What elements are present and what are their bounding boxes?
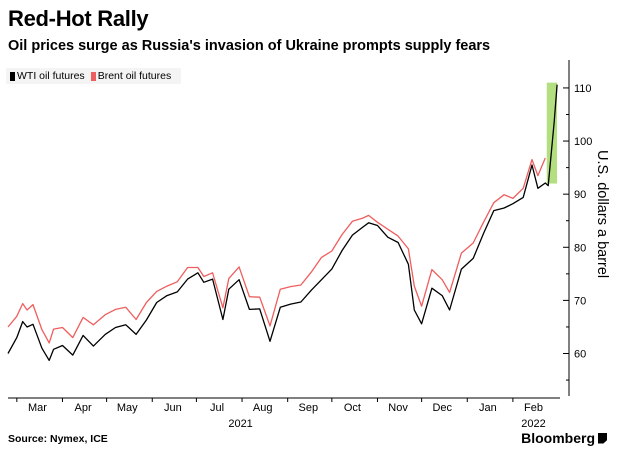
x-tick-label: Nov [388, 402, 408, 414]
legend-swatch-brent [90, 71, 96, 81]
chart-title: Red-Hot Rally [8, 6, 149, 31]
y-tick-label: 110 [574, 83, 592, 95]
y-tick-label: 100 [574, 136, 592, 148]
x-tick-label: Jul [210, 402, 224, 414]
legend-swatch-wti [10, 71, 15, 81]
highlight-box [546, 82, 558, 184]
x-year-label: 2021 [228, 418, 252, 430]
x-tick-label: Dec [432, 402, 452, 414]
y-tick-label: 90 [574, 189, 586, 201]
bloomberg-mark-icon [598, 432, 607, 444]
x-tick-label: Mar [28, 402, 47, 414]
y-tick-label: 80 [574, 242, 586, 254]
legend-label-brent: Brent oil futures [97, 70, 172, 82]
legend-label-wti: WTI oil futures [17, 70, 85, 82]
legend-item-wti: WTI oil futures [10, 70, 85, 82]
chart-subtitle: Oil prices surge as Russia's invasion of… [8, 38, 491, 54]
chart-legend: WTI oil futures Brent oil futures [6, 68, 182, 84]
x-tick-label: Sep [298, 402, 318, 414]
series-line-wti [7, 84, 558, 362]
brand-logo: Bloomberg [521, 430, 607, 446]
legend-item-brent: Brent oil futures [90, 70, 172, 82]
x-tick-label: Jun [164, 402, 182, 414]
y-tick-label: 70 [574, 295, 586, 307]
x-year-label: 2022 [521, 418, 545, 430]
x-tick-label: Aug [253, 402, 273, 414]
series-line-brent [7, 157, 546, 344]
x-tick-label: Feb [524, 402, 543, 414]
source-note: Source: Nymex, ICE [8, 433, 108, 445]
x-tick-label: May [117, 402, 138, 414]
x-tick-label: Jan [479, 402, 497, 414]
y-tick-label: 60 [574, 349, 586, 361]
x-tick-label: Apr [75, 402, 92, 414]
brand-name: Bloomberg [521, 430, 595, 446]
y-axis-title: U.S. dollars a barrel [594, 150, 610, 278]
x-tick-label: Oct [344, 402, 361, 414]
